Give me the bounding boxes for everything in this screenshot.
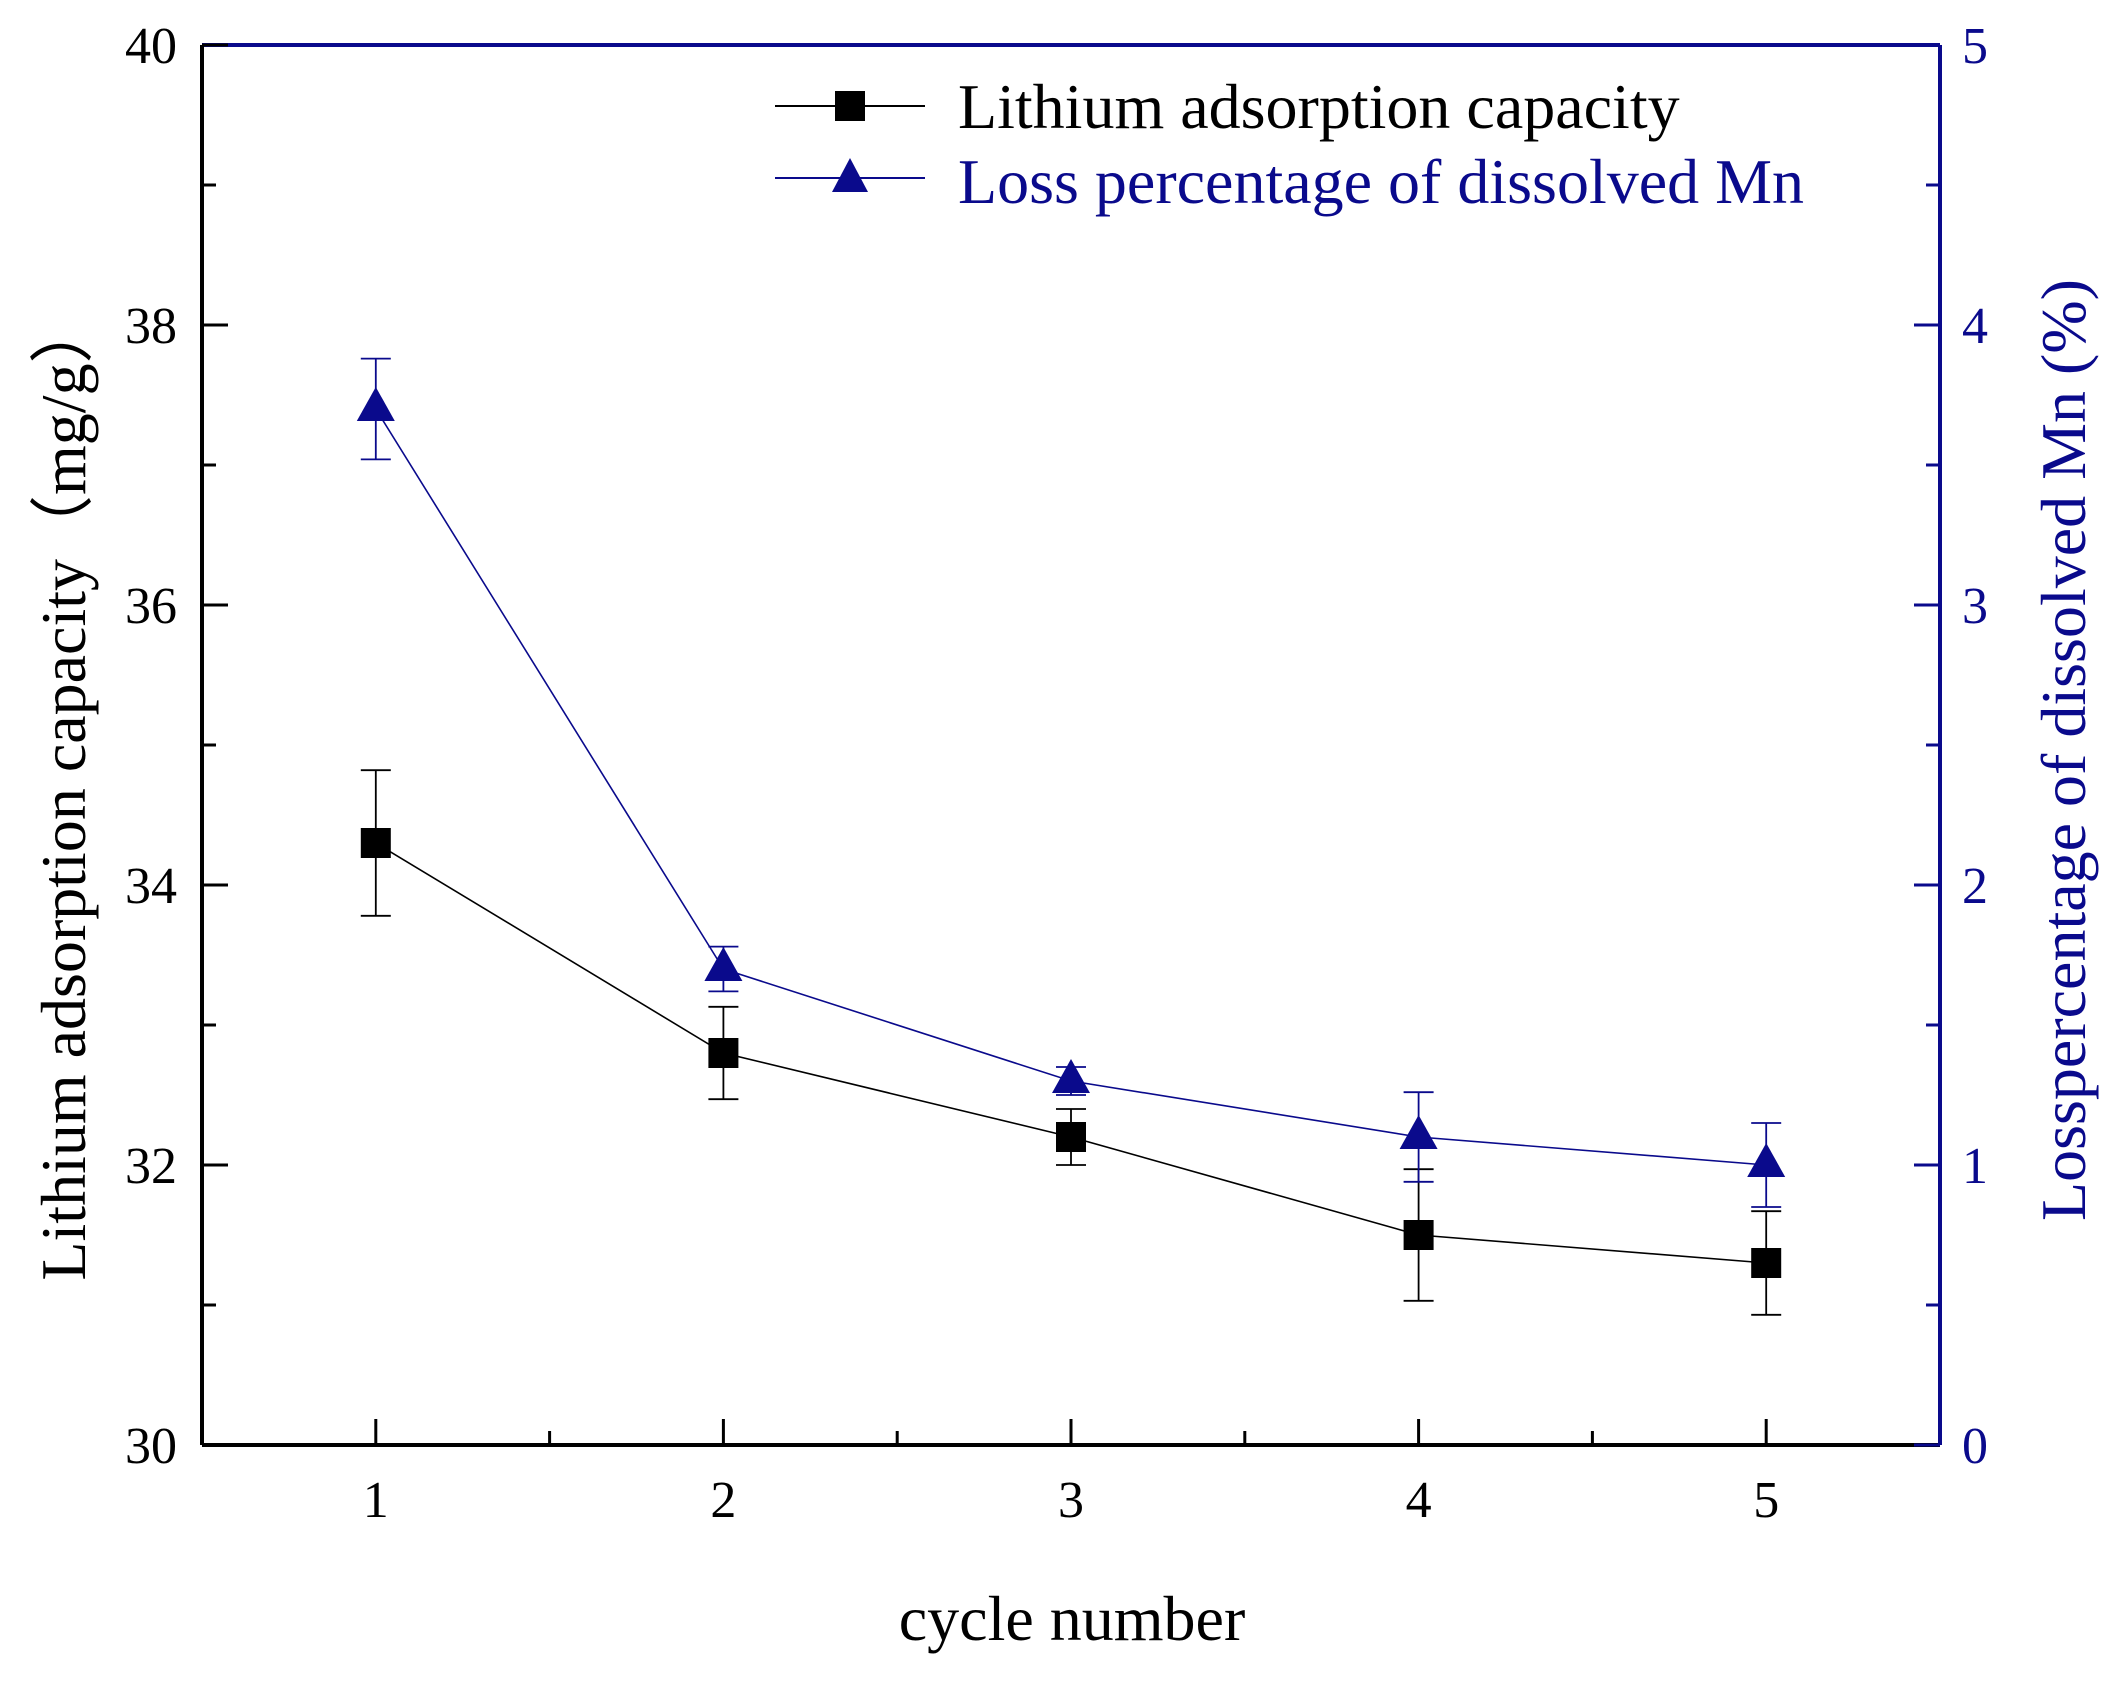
y-right-tick-label: 3	[1962, 578, 1988, 635]
legend-marker-square	[835, 91, 865, 121]
data-point-triangle	[1399, 1115, 1438, 1149]
y-right-tick-label: 4	[1962, 298, 1988, 355]
data-point-square	[1751, 1248, 1782, 1278]
x-tick-label: 1	[363, 1472, 389, 1529]
data-point-square	[1056, 1122, 1086, 1152]
series-layer	[356, 357, 1786, 1316]
y-right-tick-label: 0	[1962, 1418, 1988, 1475]
y-left-tick-label: 34	[125, 858, 177, 915]
data-point-triangle	[704, 947, 743, 981]
y-axis-left-title: Lithium adsorption capacity（mg/g）	[28, 299, 99, 1280]
x-tick-label: 2	[710, 1472, 736, 1529]
legend-label-lithium: Lithium adsorption capacity	[958, 71, 1680, 142]
legend-marker-triangle	[832, 158, 868, 192]
y-right-tick-label: 2	[1962, 858, 1988, 915]
y-left-tick-label: 32	[125, 1138, 177, 1195]
series-lithium	[360, 769, 1782, 1316]
x-axis-title: cycle number	[899, 1583, 1246, 1654]
x-tick-label: 4	[1406, 1472, 1432, 1529]
x-tick-label: 3	[1058, 1472, 1084, 1529]
x-tick-label: 5	[1753, 1472, 1779, 1529]
legend-label-mn: Loss percentage of dissolved Mn	[958, 146, 1804, 217]
legend: Lithium adsorption capacity Loss percent…	[775, 71, 1804, 217]
y-left-tick-label: 38	[125, 298, 177, 355]
data-point-square	[708, 1038, 739, 1068]
y-right-tick-label: 1	[1962, 1138, 1988, 1195]
data-point-square	[360, 828, 391, 858]
series-mn	[356, 357, 1786, 1208]
data-point-triangle	[1747, 1143, 1786, 1177]
data-point-triangle	[1052, 1059, 1090, 1093]
y-axis-right-title: Losspercentage of dissolved Mn (%)	[2028, 279, 2099, 1221]
y-left-tick-label: 36	[125, 578, 177, 635]
data-point-square	[1403, 1220, 1434, 1250]
y-right-tick-label: 5	[1962, 18, 1988, 75]
y-left-tick-label: 40	[125, 18, 177, 75]
legend-item-lithium: Lithium adsorption capacity	[775, 71, 1680, 142]
legend-item-mn: Loss percentage of dissolved Mn	[775, 146, 1804, 217]
y-left-tick-label: 30	[125, 1418, 177, 1475]
data-point-triangle	[356, 387, 395, 421]
